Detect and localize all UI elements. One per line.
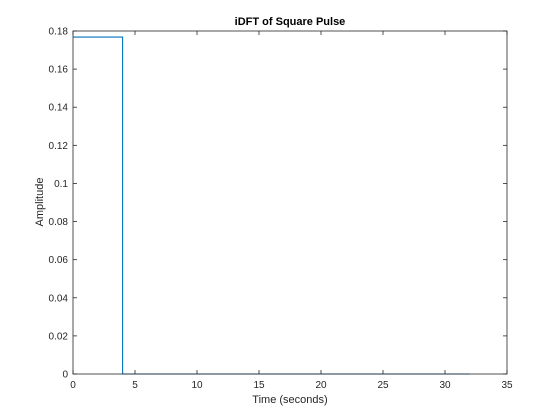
y-tick-label: 0.06 <box>49 255 69 266</box>
y-tick-label: 0 <box>62 370 68 381</box>
x-tick-label: 20 <box>315 380 327 391</box>
x-tick-label: 10 <box>191 380 203 391</box>
x-tick-label: 0 <box>70 380 76 391</box>
x-tick-label: 5 <box>132 380 138 391</box>
y-tick-label: 0.02 <box>49 331 69 342</box>
x-tick-label: 30 <box>439 380 451 391</box>
y-tick-label: 0.18 <box>49 27 69 38</box>
x-tick-label: 15 <box>253 380 265 391</box>
y-tick-label: 0.12 <box>49 141 69 152</box>
y-tick-label: 0.16 <box>49 65 69 76</box>
y-tick-label: 0.04 <box>49 293 69 304</box>
x-axis-ticks: 0 5 10 15 20 25 30 35 <box>70 31 513 391</box>
axes-box <box>72 30 508 375</box>
y-axis-label: Amplitude <box>34 178 46 227</box>
chart-title: iDFT of Square Pulse <box>235 16 346 28</box>
plot-area <box>73 31 507 374</box>
y-axis-ticks: 0 0.02 0.04 0.06 0.08 0.1 0.12 0.14 0.16 0.18 <box>49 27 507 381</box>
y-tick-label: 0.08 <box>49 217 69 228</box>
x-tick-label: 35 <box>501 380 513 391</box>
x-axis-label: Time (seconds) <box>252 394 327 406</box>
y-tick-label: 0.1 <box>54 179 68 190</box>
y-tick-label: 0.14 <box>49 103 69 114</box>
x-tick-label: 25 <box>377 380 389 391</box>
